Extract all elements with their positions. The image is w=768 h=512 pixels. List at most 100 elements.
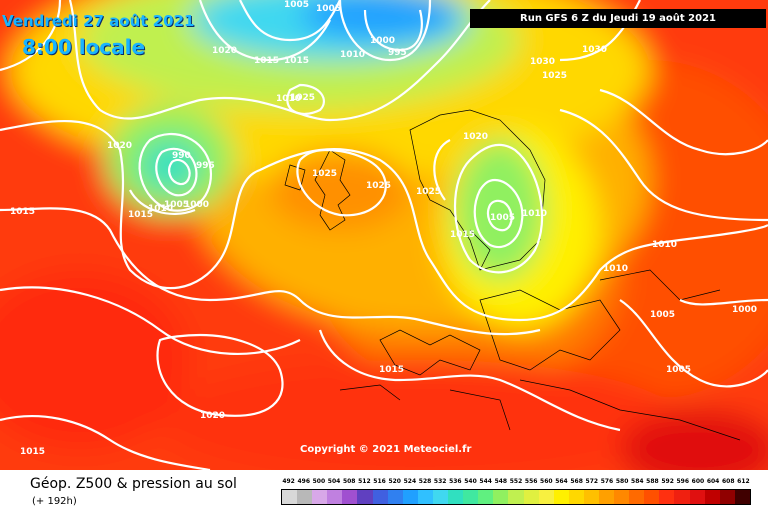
geopotential-field <box>0 0 768 470</box>
color-scale-swatch <box>614 490 630 504</box>
color-scale-label: 592 <box>661 478 674 485</box>
color-scale-label: 604 <box>706 478 720 485</box>
color-scale-swatch <box>538 490 554 504</box>
color-scale: 492 496 500 504 508 512 516 520 524 528 532 536 540 5… <box>281 478 751 510</box>
color-scale-label: 572 <box>585 478 599 485</box>
isobar-label: 1010 <box>652 240 677 250</box>
color-scale-label: 504 <box>327 478 341 485</box>
isobar-label: 1010 <box>148 204 173 214</box>
isobar-label: 1010 <box>522 209 547 219</box>
isobar-label: 1020 <box>212 46 237 56</box>
isobar-label: 1020 <box>463 132 488 142</box>
run-info: Run GFS 6 Z du Jeudi 19 août 2021 <box>470 9 766 28</box>
color-scale-label: 600 <box>691 478 705 485</box>
isobar-label: 1015 <box>10 207 35 217</box>
color-scale-label: 500 <box>312 478 326 485</box>
isobar-label: 1020 <box>200 411 225 421</box>
color-scale-swatch <box>719 490 735 504</box>
color-scale-swatch <box>493 490 509 504</box>
color-scale-swatch <box>629 490 645 504</box>
isobar-label: 1010 <box>603 264 628 274</box>
copyright-notice: Copyright © 2021 Meteociel.fr <box>300 444 472 455</box>
isobar-label: 1005 <box>666 365 691 375</box>
color-scale-label: 596 <box>676 478 690 485</box>
isobar-label: 1025 <box>416 187 441 197</box>
isobar-label: 1030 <box>582 45 607 55</box>
isobar-label: 995 <box>196 161 215 171</box>
isobar-label: 1015 <box>450 230 475 240</box>
isobar-label: 1015 <box>254 56 279 66</box>
color-scale-swatch <box>523 490 539 504</box>
color-scale-label: 588 <box>646 478 659 485</box>
color-scale-swatch <box>327 490 343 504</box>
color-scale-label: 560 <box>540 478 553 485</box>
isobar-label: 1000 <box>732 305 757 315</box>
isobar-label: 1015 <box>20 447 45 457</box>
color-scale-label: 552 <box>509 478 523 485</box>
color-scale-labels: 492 496 500 504 508 512 516 520 524 528 532 536 540 5… <box>281 478 751 490</box>
color-scale-swatch <box>508 490 524 504</box>
color-scale-bar <box>281 489 751 505</box>
color-scale-swatch <box>644 490 660 504</box>
color-scale-label: 516 <box>373 478 386 485</box>
color-scale-swatch <box>689 490 705 504</box>
color-scale-swatch <box>417 490 433 504</box>
color-scale-label: 528 <box>418 478 432 485</box>
legend-footer: Géop. Z500 & pression au sol (+ 192h) 49… <box>0 470 768 512</box>
color-scale-swatch <box>387 490 403 504</box>
color-scale-label: 568 <box>570 478 583 485</box>
isobar-label: 995 <box>388 48 407 58</box>
isobar-label: 1000 <box>370 36 395 46</box>
color-scale-label: 612 <box>737 478 750 485</box>
color-scale-swatch <box>598 490 615 504</box>
isobar-label: 1010 <box>276 94 301 104</box>
color-scale-swatch <box>659 490 675 504</box>
color-scale-label: 564 <box>555 478 568 485</box>
color-scale-swatch <box>568 490 584 504</box>
color-scale-label: 532 <box>433 478 447 485</box>
isobar-label: 1025 <box>542 71 567 81</box>
color-scale-swatch <box>734 490 750 504</box>
isobar-label: 1005 <box>316 4 341 14</box>
color-scale-swatch <box>448 490 464 504</box>
map-canvas: 1005 1005 1020 1015 1015 1000 995 1010 1… <box>0 0 768 470</box>
isobar-label: 1000 <box>184 200 209 210</box>
isobar-label: 1015 <box>379 365 404 375</box>
color-scale-swatch <box>402 490 418 504</box>
color-scale-swatch <box>674 490 690 504</box>
color-scale-swatch <box>583 490 599 504</box>
color-scale-label: 508 <box>342 478 356 485</box>
isobar-label: 1015 <box>284 56 309 66</box>
isobar-label: 1015 <box>128 210 153 220</box>
color-scale-swatch <box>282 490 298 504</box>
isobar-label: 1005 <box>490 213 515 223</box>
color-scale-label: 520 <box>388 478 401 485</box>
isobar-label: 1025 <box>290 93 315 103</box>
color-scale-label: 608 <box>721 478 735 485</box>
color-scale-label: 536 <box>449 478 462 485</box>
coastlines <box>284 109 741 441</box>
isobar-label: 1025 <box>312 169 337 179</box>
color-scale-label: 524 <box>403 478 417 485</box>
color-scale-swatch <box>432 490 449 504</box>
color-scale-swatch <box>312 490 328 504</box>
pressure-labels: 1005 1005 1020 1015 1015 1000 995 1010 1… <box>10 0 757 457</box>
color-scale-label: 580 <box>615 478 629 485</box>
color-scale-swatch <box>372 490 388 504</box>
color-scale-swatch <box>357 490 373 504</box>
color-scale-swatch <box>297 490 313 504</box>
color-scale-label: 540 <box>464 478 477 485</box>
color-scale-swatch <box>342 490 358 504</box>
isobar-label: 1005 <box>164 200 189 210</box>
color-scale-swatch <box>704 490 720 504</box>
isobar-label: 1005 <box>650 310 675 320</box>
color-scale-label: 548 <box>494 478 508 485</box>
color-scale-label: 584 <box>631 478 644 485</box>
isobar-label: 1030 <box>530 57 555 67</box>
valid-time: 8:00 locale <box>22 35 146 59</box>
color-scale-label: 512 <box>358 478 371 485</box>
isobar-label: 1005 <box>284 0 309 10</box>
color-scale-label: 556 <box>524 478 538 485</box>
color-scale-swatch <box>463 490 479 504</box>
map-title: Géop. Z500 & pression au sol <box>30 476 237 492</box>
